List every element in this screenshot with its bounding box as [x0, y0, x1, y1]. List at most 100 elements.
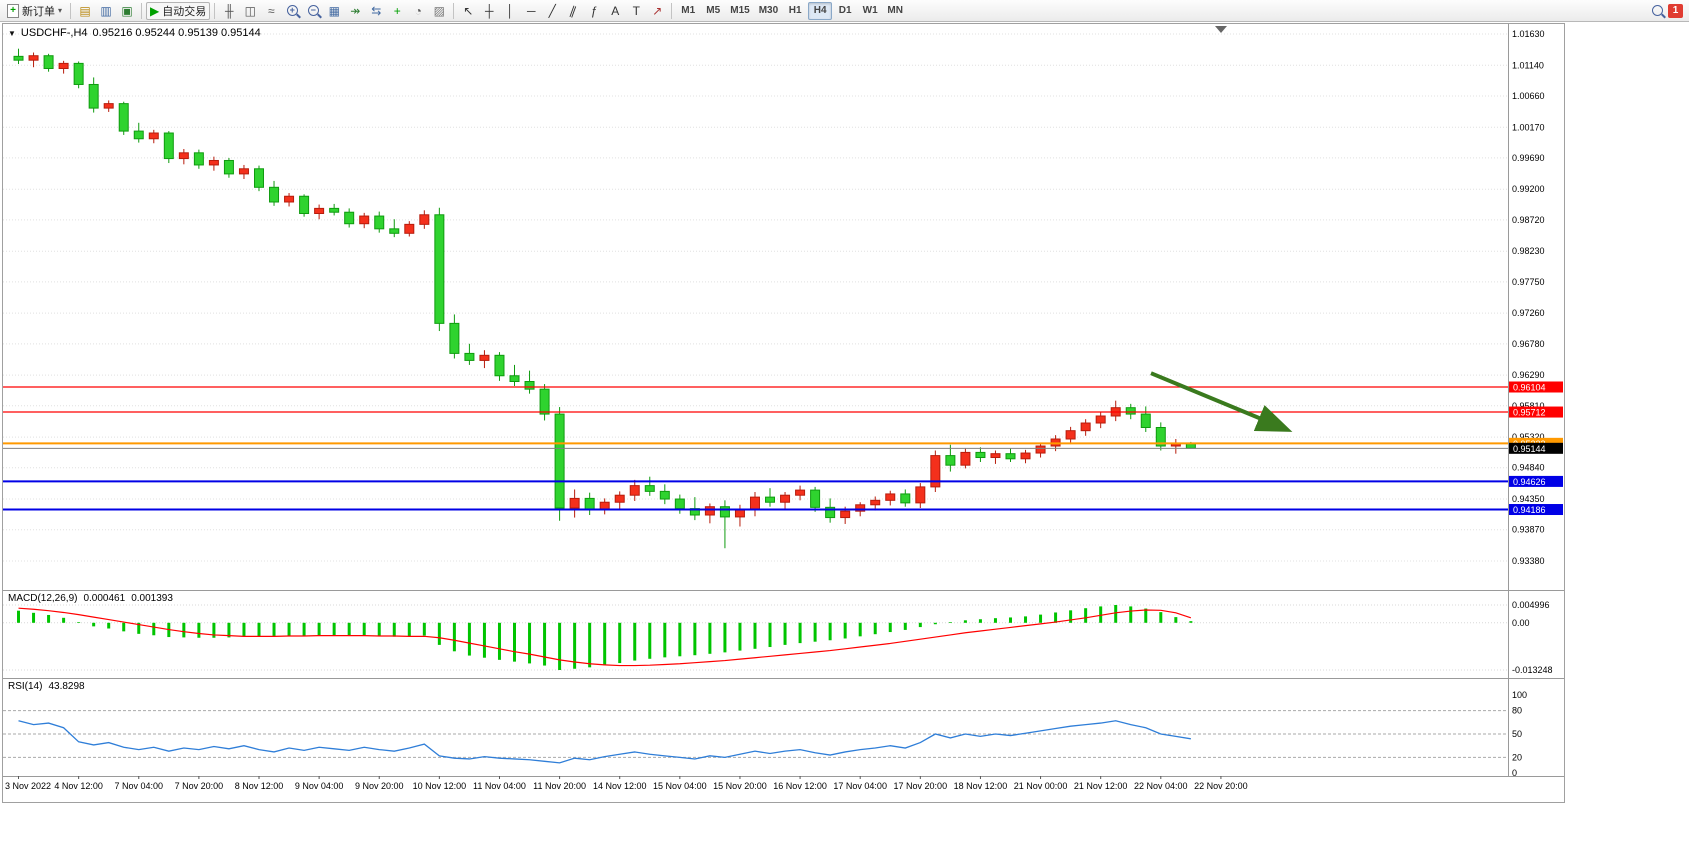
time-label[interactable]: 22 Nov 04:00 [1134, 781, 1188, 791]
timeframe-w1[interactable]: W1 [858, 2, 882, 20]
timeframe-m15[interactable]: M15 [726, 2, 753, 20]
timeframe-h1[interactable]: H1 [783, 2, 807, 20]
chevron-down-icon: ▾ [58, 6, 63, 15]
text-button[interactable]: A [605, 2, 625, 20]
candle-body [269, 186, 280, 203]
channel-button[interactable]: ∥ [563, 2, 583, 20]
new-order-label: 新订单 [22, 5, 55, 18]
candle-body [900, 493, 911, 504]
time-label[interactable]: 8 Nov 12:00 [235, 781, 284, 791]
time-label[interactable]: 17 Nov 20:00 [894, 781, 948, 791]
candle-body [1155, 426, 1166, 447]
time-label[interactable]: 15 Nov 04:00 [653, 781, 707, 791]
time-label[interactable]: 4 Nov 12:00 [54, 781, 103, 791]
time-label[interactable]: 14 Nov 12:00 [593, 781, 647, 791]
periods-button[interactable]: ◔ [408, 2, 428, 20]
candle-body [389, 228, 400, 234]
time-label[interactable]: 7 Nov 20:00 [175, 781, 224, 791]
zoom-in-button[interactable]: + [282, 2, 302, 20]
play-icon: ▶ [150, 3, 160, 18]
tile-windows-button[interactable]: ▦ [324, 2, 344, 20]
timeframe-mn[interactable]: MN [883, 2, 907, 20]
market-watch-button[interactable]: ▤ [75, 2, 95, 20]
time-label[interactable]: 22 Nov 20:00 [1194, 781, 1248, 791]
candle-body [975, 451, 986, 459]
notification-badge[interactable]: 1 [1668, 3, 1683, 18]
bar-chart-button[interactable]: ╫ [219, 2, 239, 20]
trendline-button[interactable]: ╱ [542, 2, 562, 20]
time-label[interactable]: 7 Nov 04:00 [114, 781, 163, 791]
price-tick: 1.01630 [1512, 29, 1545, 39]
time-label[interactable]: 9 Nov 20:00 [355, 781, 404, 791]
navigator-button[interactable]: ▥ [96, 2, 116, 20]
vertical-line-button[interactable]: │ [500, 2, 520, 20]
candle-body [1065, 430, 1076, 440]
zoom-out-icon: − [307, 5, 319, 16]
candle-body [479, 354, 490, 361]
candle-body [1125, 407, 1136, 415]
new-order-button[interactable]: + 新订单 ▾ [3, 2, 66, 20]
price-tick: 0.96780 [1512, 339, 1545, 349]
timeframe-h4[interactable]: H4 [808, 1, 833, 20]
candle-body [374, 215, 385, 230]
channel-icon: ∥ [568, 2, 579, 19]
rsi-tick: 20 [1512, 752, 1522, 762]
main-toolbar: + 新订单 ▾ ▤ ▥ ▣ ▶ 自动交易 ╫ ◫ ≈ + − ▦ ↠ ⇆ + ◔ ▨ ↖ ┼ │ ─ ╱ ∥ ƒ A T… [0, 0, 1689, 22]
bar-chart-icon: ╫ [224, 3, 234, 18]
candlestick-chart-button[interactable]: ◫ [240, 2, 260, 20]
rsi-tick: 80 [1512, 706, 1522, 716]
macd-tick: 0.004996 [1512, 600, 1550, 610]
time-label[interactable]: 17 Nov 04:00 [833, 781, 887, 791]
templates-button[interactable]: ▨ [429, 2, 449, 20]
bid-price-label-text: 0.95144 [1513, 444, 1546, 454]
crosshair-button[interactable]: ┼ [479, 2, 499, 20]
candle-body [870, 499, 881, 506]
price-line-label [1509, 504, 1563, 516]
search-button[interactable] [1647, 2, 1667, 20]
fibonacci-button[interactable]: ƒ [584, 2, 604, 20]
time-label[interactable]: 9 Nov 04:00 [295, 781, 344, 791]
time-label[interactable]: 21 Nov 12:00 [1074, 781, 1128, 791]
price-tick: 0.94350 [1512, 494, 1545, 504]
time-label[interactable]: 15 Nov 20:00 [713, 781, 767, 791]
timeframe-m1[interactable]: M1 [676, 2, 700, 20]
candle-body [1185, 443, 1196, 449]
time-label[interactable]: 11 Nov 20:00 [533, 781, 586, 791]
candle-body [674, 498, 685, 510]
cursor-button[interactable]: ↖ [458, 2, 478, 20]
terminal-button[interactable]: ▣ [117, 2, 137, 20]
zoom-out-button[interactable]: − [303, 2, 323, 20]
arrows-button[interactable]: ↗ [647, 2, 667, 20]
time-label[interactable]: 18 Nov 12:00 [954, 781, 1008, 791]
candle-body [825, 506, 836, 519]
candle-body [960, 451, 971, 466]
chart-shift-button[interactable]: ⇆ [366, 2, 386, 20]
time-label[interactable]: 16 Nov 12:00 [773, 781, 827, 791]
timeframe-m30[interactable]: M30 [755, 2, 782, 20]
trend-arrow[interactable] [1150, 371, 1293, 432]
indicators-button[interactable]: + [387, 2, 407, 20]
one-click-trading-toggle[interactable]: ▼ [8, 28, 16, 38]
zoom-in-icon: + [286, 5, 298, 16]
label-button[interactable]: T [626, 2, 646, 20]
line-chart-button[interactable]: ≈ [261, 2, 281, 20]
time-label[interactable]: 21 Nov 00:00 [1014, 781, 1068, 791]
time-label[interactable]: 10 Nov 12:00 [413, 781, 467, 791]
timeframe-d1[interactable]: D1 [833, 2, 857, 20]
time-label[interactable]: 11 Nov 04:00 [473, 781, 526, 791]
price-tick: 1.01140 [1512, 60, 1544, 70]
auto-scroll-button[interactable]: ↠ [345, 2, 365, 20]
rsi-tick: 100 [1512, 690, 1527, 700]
candle-body [734, 509, 745, 518]
window-icons-group: ▤ ▥ ▣ [75, 2, 137, 20]
chart-shift-marker[interactable] [1215, 26, 1227, 33]
horizontal-line-button[interactable]: ─ [521, 2, 541, 20]
candle-body [584, 497, 595, 511]
line-chart-icon: ≈ [267, 3, 275, 18]
chart-canvas[interactable]: 1.01630 1.01140 1.00660 1.00170 0.99690 0.992… [3, 24, 1564, 802]
candle-body [855, 504, 866, 512]
rsi-label: RSI(14) 43.8298 [8, 681, 85, 692]
auto-trading-button[interactable]: ▶ 自动交易 [146, 1, 211, 20]
time-label[interactable]: 3 Nov 2022 [5, 781, 51, 791]
timeframe-m5[interactable]: M5 [701, 2, 725, 20]
